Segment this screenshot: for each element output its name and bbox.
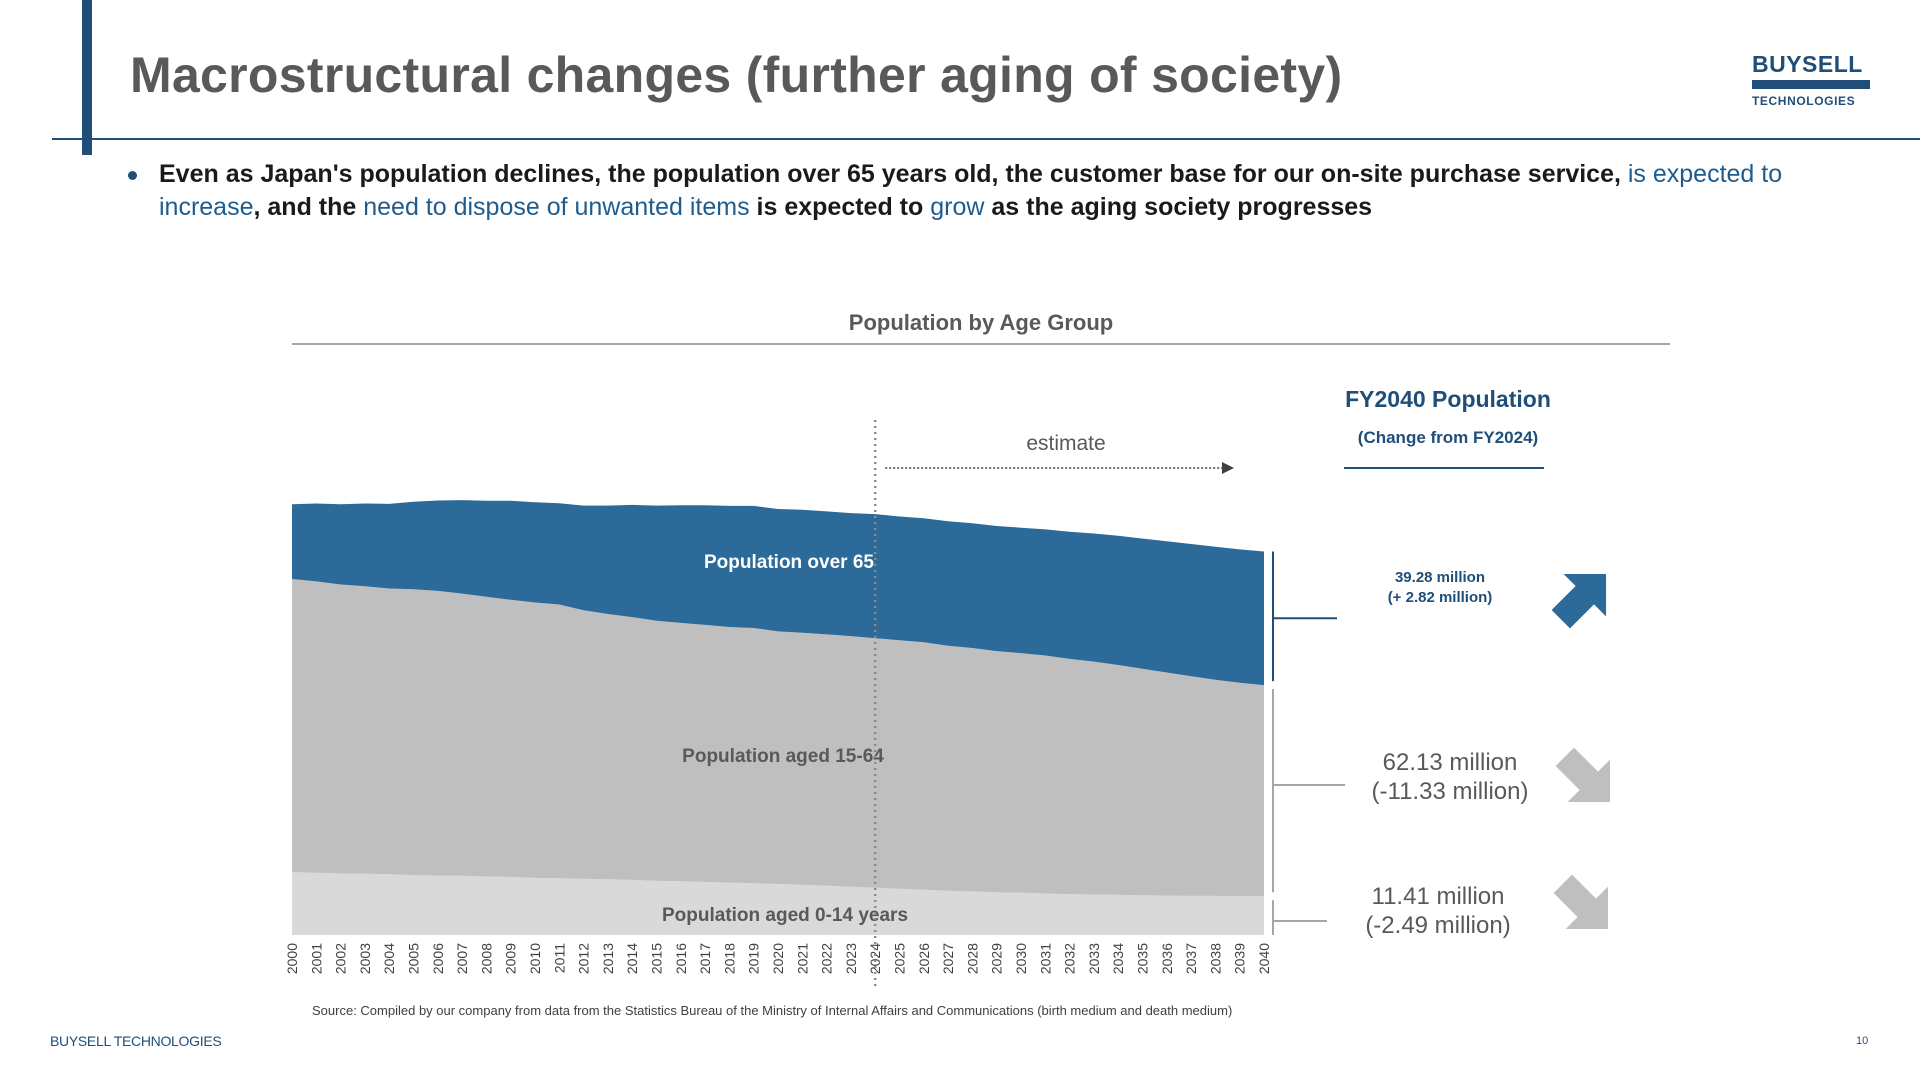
x-tick-label: 2030	[1013, 943, 1029, 974]
x-tick-label: 2017	[697, 943, 713, 974]
estimate-label: estimate	[1026, 432, 1105, 455]
area-over-65	[292, 500, 1264, 686]
area-age-0-14	[292, 872, 1264, 935]
x-tick-label: 2031	[1037, 943, 1053, 974]
chart-title: Population by Age Group	[848, 310, 1114, 335]
x-tick-label: 2035	[1135, 943, 1151, 974]
chart-title-divider	[292, 343, 1670, 345]
x-tick-label: 2036	[1159, 943, 1175, 974]
x-tick-label: 2010	[527, 943, 543, 974]
x-tick-label: 2038	[1207, 943, 1223, 974]
down-right-arrow-shape	[1555, 747, 1611, 803]
x-tick-label: 2021	[794, 943, 810, 974]
series-label-over65: Population over 65	[704, 552, 874, 573]
value-15-64: 62.13 million (-11.33 million)	[1340, 748, 1560, 806]
down-right-arrow-shape	[1553, 874, 1609, 930]
x-tick-label: 2034	[1110, 943, 1126, 974]
x-tick-label: 2018	[721, 943, 737, 974]
x-tick-label: 2004	[381, 943, 397, 974]
up-right-arrow	[1551, 573, 1607, 629]
footer-brand: BUYSELL TECHNOLOGIES	[50, 1033, 222, 1049]
x-tick-label: 2014	[624, 943, 640, 974]
x-tick-label: 2003	[357, 943, 373, 974]
title-accent-bar	[82, 0, 92, 155]
x-tick-label: 2023	[843, 943, 859, 974]
x-tick-label: 2006	[430, 943, 446, 974]
title-divider	[52, 138, 1920, 140]
value-15-64-line1: 62.13 million	[1382, 749, 1518, 776]
x-tick-label: 2025	[892, 943, 908, 974]
x-tick-label: 2008	[478, 943, 494, 974]
x-tick-label: 2020	[770, 943, 786, 974]
value-0-14-line1: 11.41 million	[1371, 883, 1505, 910]
fy2040-title: FY2040 Population	[1345, 386, 1551, 412]
x-tick-label: 2000	[284, 943, 300, 974]
x-tick-label: 2022	[819, 943, 835, 974]
logo-bar	[1752, 80, 1870, 89]
value-15-64-line2: (-11.33 million)	[1371, 778, 1529, 805]
logo-line1: BUYSELL	[1752, 51, 1863, 77]
x-tick-label: 2029	[989, 943, 1005, 974]
x-tick-label: 2011	[551, 943, 567, 973]
page-title: Macrostructural changes (further aging o…	[130, 47, 1343, 103]
bullet-highlight: need to dispose of unwanted items	[363, 193, 750, 221]
fy2040-divider	[1344, 467, 1544, 469]
value-over65: 39.28 million (+ 2.82 million)	[1352, 568, 1528, 608]
x-tick-label: 2012	[576, 943, 592, 974]
x-tick-label: 2026	[916, 943, 932, 974]
x-tick-label: 2009	[503, 943, 519, 974]
bullet-highlight: is expected to increase	[159, 160, 1783, 221]
value-0-14-line2: (-2.49 million)	[1365, 912, 1511, 939]
up-right-arrow-shape	[1551, 573, 1607, 629]
x-tick-label: 2032	[1062, 943, 1078, 974]
x-tick-label: 2024	[867, 943, 883, 974]
x-tick-label: 2039	[1232, 943, 1248, 974]
x-tick-label: 2019	[746, 943, 762, 974]
bullet-text: Even as Japan's population declines, the…	[159, 158, 1788, 224]
logo-line2: TECHNOLOGIES	[1752, 94, 1856, 108]
area-age-15-64	[292, 579, 1264, 897]
value-over65-line1: 39.28 million	[1394, 569, 1486, 586]
source-note: Source: Compiled by our company from dat…	[312, 1003, 1233, 1018]
page-number: 10	[1856, 1035, 1869, 1047]
fy2040-subtitle: (Change from FY2024)	[1357, 428, 1539, 447]
x-tick-label: 2013	[600, 943, 616, 974]
x-tick-label: 2001	[308, 943, 324, 974]
x-tick-label: 2015	[649, 943, 665, 974]
down-right-arrow	[1553, 874, 1609, 930]
value-over65-line2: (+ 2.82 million)	[1387, 589, 1493, 606]
estimate-arrow-head-icon	[1222, 462, 1234, 474]
x-tick-label: 2005	[406, 943, 422, 974]
x-tick-label: 2040	[1256, 943, 1272, 974]
x-tick-label: 2033	[1086, 943, 1102, 974]
bullet-segment: is expected to	[749, 193, 931, 221]
bullet-point: Even as Japan's population declines, the…	[128, 158, 1788, 224]
value-0-14: 11.41 million (-2.49 million)	[1328, 882, 1548, 940]
x-tick-label: 2037	[1183, 943, 1199, 974]
x-tick-label: 2028	[964, 943, 980, 974]
company-logo: BUYSELL TECHNOLOGIES	[1752, 52, 1870, 108]
x-tick-label: 2027	[940, 943, 956, 974]
bullet-segment: as the aging society progresses	[984, 193, 1373, 221]
x-tick-label: 2016	[673, 943, 689, 974]
x-tick-label: 2002	[333, 943, 349, 974]
x-tick-label: 2007	[454, 943, 470, 974]
series-label-0-14: Population aged 0-14 years	[662, 905, 908, 926]
bullet-segment: Even as Japan's population declines, the…	[159, 160, 1628, 188]
bullet-highlight: grow	[930, 193, 985, 221]
bullet-segment: , and the	[253, 193, 364, 221]
bullet-dot-icon	[128, 171, 137, 180]
series-label-15-64: Population aged 15-64	[682, 746, 884, 767]
down-right-arrow	[1555, 747, 1611, 803]
